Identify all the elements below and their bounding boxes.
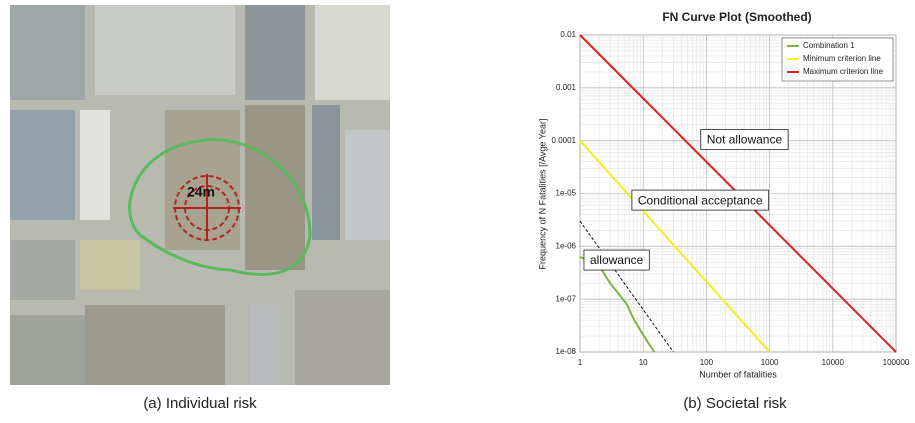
y-tick-label: 0.01	[560, 30, 576, 39]
y-tick-label: 0.0001	[552, 136, 577, 145]
x-tick-label: 1	[578, 358, 583, 367]
risk-contour	[128, 138, 312, 276]
distance-label: 24m	[187, 184, 215, 200]
annotation: Conditional acceptance	[638, 193, 763, 207]
annotation: Not allowance	[707, 133, 783, 147]
x-tick-label: 100000	[883, 358, 910, 367]
caption: (a) Individual risk	[143, 395, 257, 412]
x-axis-label: Number of fatalities	[699, 369, 777, 379]
x-tick-label: 1000	[761, 358, 779, 367]
y-tick-label: 0.001	[556, 83, 577, 92]
y-tick-label: 1e-05	[556, 189, 577, 198]
building	[10, 110, 75, 220]
y-axis-label: Frequency of N Fatalities [/Avge Year]	[537, 119, 547, 270]
legend-label: Minimum criterion line	[803, 54, 881, 63]
building	[95, 5, 235, 95]
building	[80, 110, 110, 220]
lot	[85, 305, 225, 385]
legend-label: Maximum criterion line	[803, 67, 884, 76]
reference-line	[579, 220, 674, 353]
series-line	[579, 140, 771, 353]
x-tick-label: 10	[639, 358, 648, 367]
building	[345, 130, 390, 240]
aerial-image: 24m	[10, 5, 390, 385]
chart-title: FN Curve Plot (Smoothed)	[662, 10, 811, 24]
annotation-box	[631, 189, 770, 211]
building	[312, 105, 340, 240]
y-tick-label: 1e-06	[556, 241, 577, 250]
y-tick-label: 1e-07	[556, 294, 577, 303]
legend-box	[781, 37, 894, 82]
y-tick-label: 1e-08	[556, 347, 577, 356]
legend-label: Combination 1	[803, 41, 855, 50]
building	[10, 240, 75, 300]
caption: (b) Societal risk	[683, 395, 787, 412]
plot: 1 10 100 1000 10000 100000 0.01 0.001 0.0001 1e-0…	[552, 30, 910, 367]
x-tick-label: 10000	[822, 358, 845, 367]
annotation-box	[583, 249, 650, 271]
lot	[165, 110, 240, 250]
building	[315, 5, 390, 100]
building	[10, 5, 85, 100]
annotation-box	[700, 129, 789, 150]
annotation: allowance	[590, 253, 644, 267]
lot	[295, 290, 390, 385]
building	[80, 240, 140, 290]
x-tick-label: 100	[700, 358, 714, 367]
building	[245, 5, 305, 100]
building	[250, 305, 280, 385]
